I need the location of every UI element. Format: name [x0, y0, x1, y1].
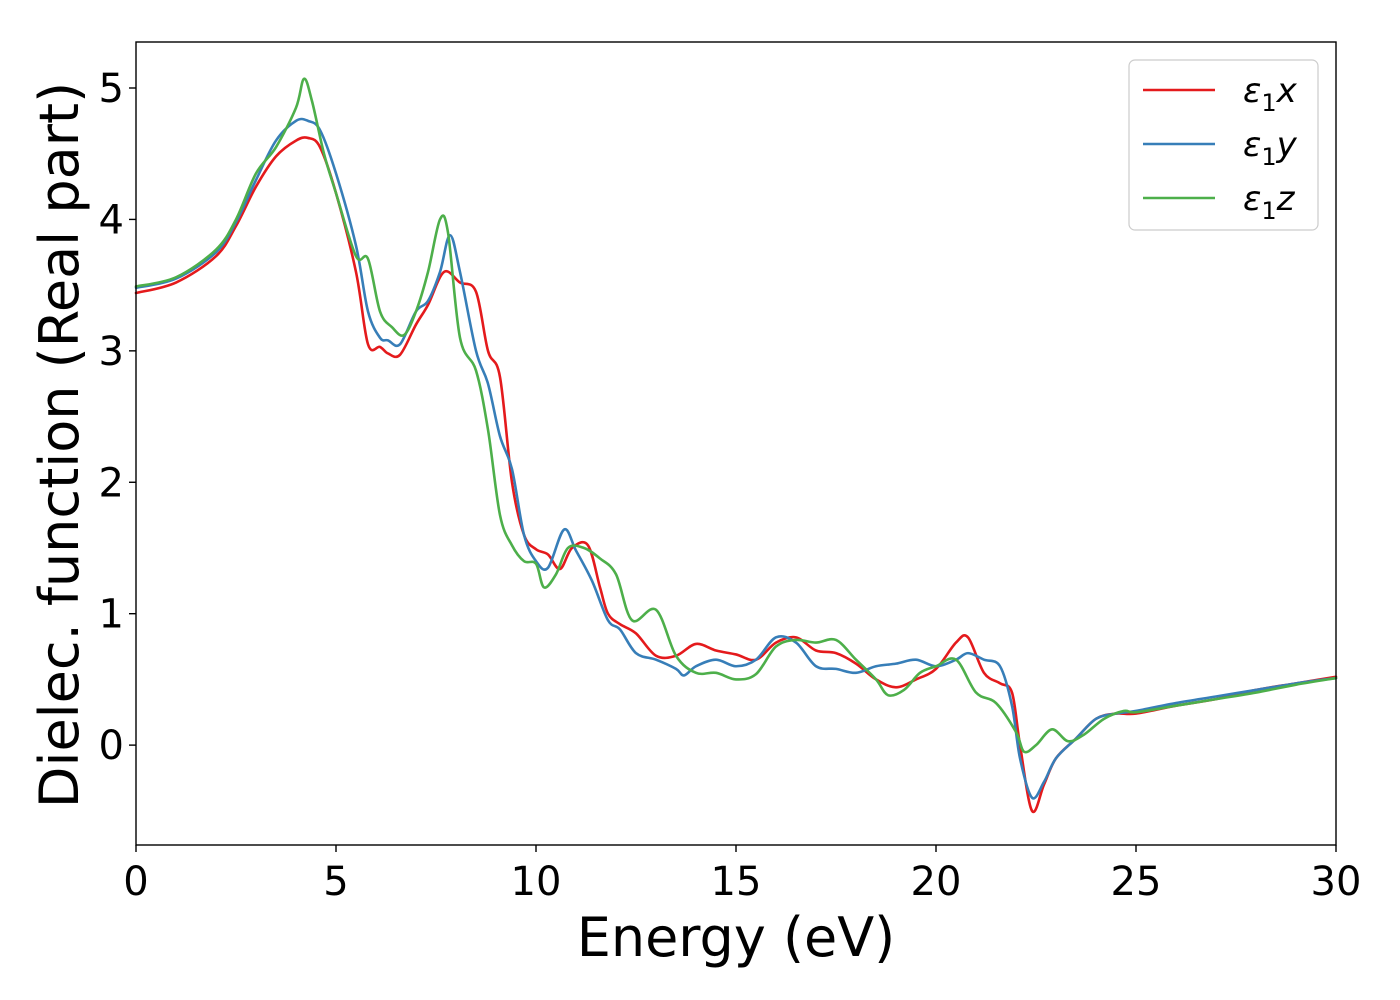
x-tick-label: 0	[123, 859, 148, 905]
x-tick-label: 25	[1111, 859, 1162, 905]
legend-label-x: ε1x	[1243, 71, 1298, 117]
legend-frame	[1128, 59, 1319, 231]
x-tick-label: 5	[323, 859, 348, 905]
y-tick-label: 0	[99, 723, 124, 769]
y-tick-label: 2	[99, 460, 124, 506]
y-tick-label: 3	[99, 329, 124, 375]
y-tick-label: 5	[99, 66, 124, 112]
y-axis-ticks: 0 1 2 3 4 5	[99, 66, 136, 769]
x-axis-label: Energy (eV)	[577, 906, 896, 969]
x-tick-label: 10	[511, 859, 562, 905]
x-tick-label: 20	[911, 859, 962, 905]
legend-label-y: ε1y	[1243, 125, 1298, 171]
legend-label-z: ε1z	[1243, 179, 1296, 225]
x-axis-ticks: 0 5 10 15 20 25 30	[123, 845, 1361, 905]
series-line-x	[134, 136, 1338, 814]
x-tick-label: 15	[711, 859, 762, 905]
y-axis-label: Dielec. function (Real part)	[28, 82, 91, 808]
y-tick-label: 1	[99, 592, 124, 638]
legend: ε1x ε1y ε1z	[1128, 59, 1319, 231]
y-tick-label: 4	[99, 197, 124, 243]
series-line-y	[134, 117, 1338, 800]
series-line-z	[134, 77, 1338, 754]
x-tick-label: 30	[1311, 859, 1362, 905]
series-layer	[134, 77, 1338, 814]
